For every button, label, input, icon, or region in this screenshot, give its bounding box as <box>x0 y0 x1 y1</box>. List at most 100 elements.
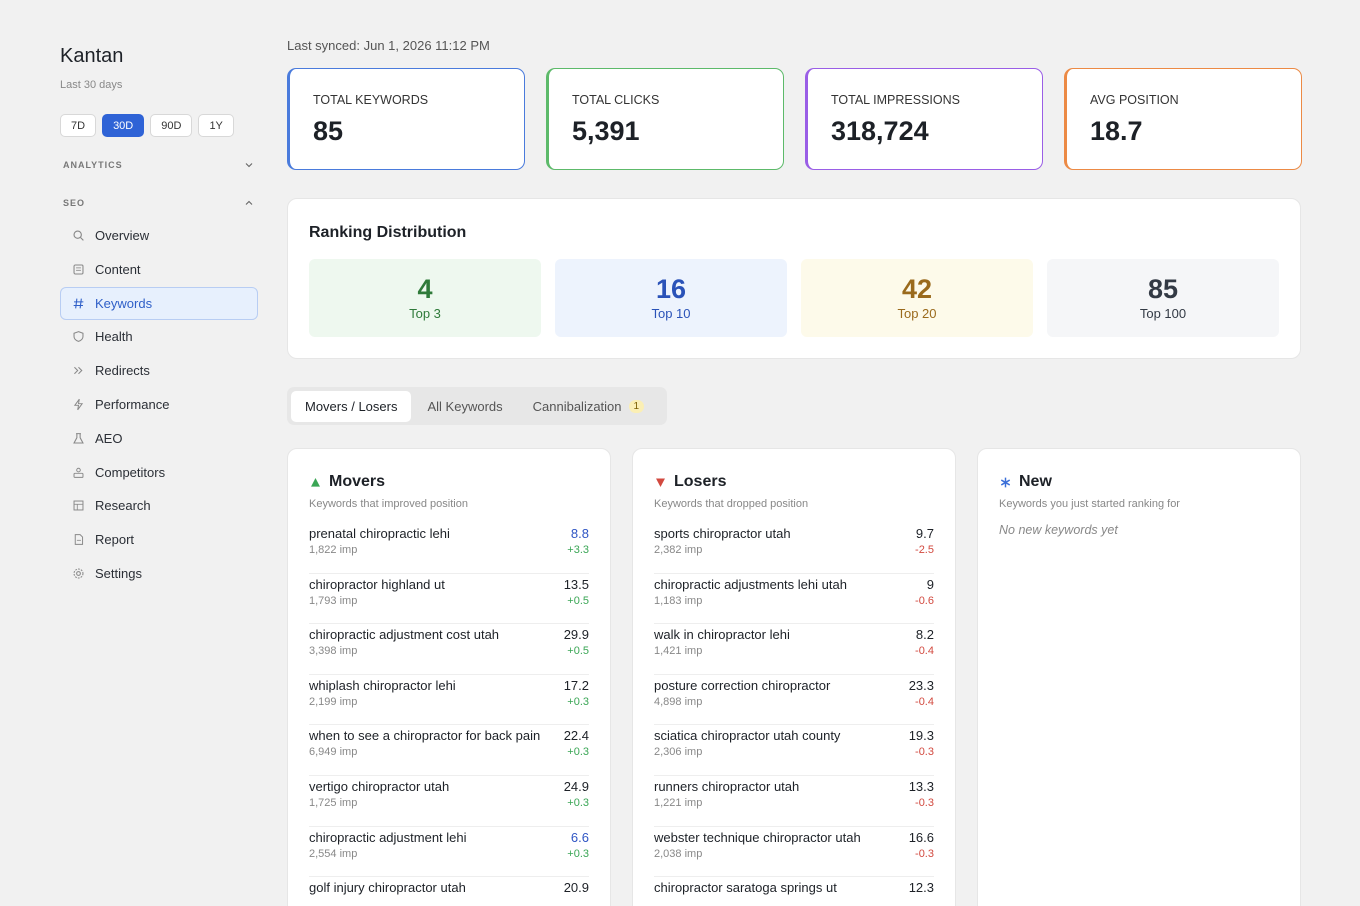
keyword-row[interactable]: chiropractic adjustment cost utah 3,398 i… <box>309 624 589 675</box>
nav-item[interactable]: Settings <box>60 557 258 590</box>
position: 17.2 <box>563 677 589 693</box>
keyword: chiropractic adjustment cost utah <box>309 627 500 643</box>
change: -0.3 <box>915 847 934 860</box>
position: 20.9 <box>563 880 589 896</box>
tab[interactable]: All Keywords <box>413 391 516 422</box>
change: -0.4 <box>915 695 934 708</box>
nav-section[interactable]: SEO <box>63 197 255 209</box>
impressions: 1,725 imp <box>309 796 358 809</box>
keyword-info: walk in chiropractor lehi 1,421 imp <box>654 627 790 674</box>
nav-icon <box>73 467 84 478</box>
keyword-row[interactable]: when to see a chiropractor for back pain… <box>309 725 589 776</box>
range-button[interactable]: 7D <box>60 114 97 137</box>
impressions: 1,183 imp <box>654 594 703 607</box>
position: 8.2 <box>915 627 934 643</box>
range-button[interactable]: 1Y <box>198 114 234 137</box>
change: -0.4 <box>915 645 934 658</box>
change: -0.6 <box>915 594 934 607</box>
impressions: 6,949 imp <box>309 746 358 759</box>
keyword-metrics: 8.2 -0.4 <box>915 627 934 674</box>
stat-card: TOTAL KEYWORDS 85 <box>287 68 525 170</box>
nav-item[interactable]: Content <box>60 253 258 286</box>
nav-label: AEO <box>95 430 123 446</box>
keyword-info: chiropractor saratoga springs ut <box>654 880 837 906</box>
keyword: prenatal chiropractic lehi <box>309 526 450 541</box>
nav-section[interactable]: ANALYTICS <box>63 159 255 171</box>
keyword-metrics: 6.6 +0.3 <box>567 830 589 877</box>
keyword-info: sciatica chiropractor utah county 2,306 i… <box>654 728 840 775</box>
bucket-label: Top 10 <box>651 306 691 321</box>
keyword-row[interactable]: chiropractic adjustments lehi utah 1,183 … <box>654 574 934 625</box>
keyword-row[interactable]: golf injury chiropractor utah 20.9 <box>309 877 589 906</box>
impressions: 1,421 imp <box>654 645 703 658</box>
keyword-row[interactable]: whiplash chiropractor lehi 2,199 imp 17.2 +… <box>309 675 589 726</box>
nav-icon <box>74 367 83 375</box>
stat-card: TOTAL CLICKS 5,391 <box>546 68 784 170</box>
section-label: SEO <box>63 198 86 208</box>
keyword-row[interactable]: vertigo chiropractor utah 1,725 imp 24.9 +0… <box>309 776 589 827</box>
keyword-metrics: 9.7 -2.5 <box>915 526 934 573</box>
stat-label: TOTAL IMPRESSIONS <box>831 93 960 107</box>
position: 8.8 <box>570 526 589 541</box>
range-subtitle: Last 30 days <box>60 79 123 91</box>
range-button[interactable]: 30D <box>102 114 145 137</box>
nav-icon <box>74 534 84 546</box>
keyword-row[interactable]: chiropractor highland ut 1,793 imp 13.5 +0.… <box>309 574 589 625</box>
nav-item[interactable]: Overview <box>60 219 258 252</box>
keyword-row[interactable]: sciatica chiropractor utah county 2,306 i… <box>654 725 934 776</box>
bucket-value: 85 <box>1147 274 1179 304</box>
nav-item[interactable]: Research <box>60 489 258 522</box>
position: 22.4 <box>563 728 589 744</box>
keyword-info: when to see a chiropractor for back pain… <box>309 728 540 775</box>
nav-label: Settings <box>95 566 142 581</box>
keyword-metrics: 13.5 +0.5 <box>564 577 589 624</box>
panel-subtitle: Keywords you just started ranking for <box>999 498 1180 510</box>
keyword: chiropractic adjustment lehi <box>309 829 467 845</box>
keyword-row[interactable]: webster technique chiropractor utah 2,038… <box>654 827 934 878</box>
keyword-panel: Movers Keywords that improved position pre… <box>287 448 611 906</box>
nav-item[interactable]: Competitors <box>60 456 258 489</box>
panel-title: Movers <box>329 473 386 490</box>
keyword-metrics: 8.8 +3.3 <box>567 526 589 573</box>
keyword-row[interactable]: walk in chiropractor lehi 1,421 imp 8.2 -0.… <box>654 624 934 675</box>
position: 19.3 <box>908 728 934 744</box>
keyword: when to see a chiropractor for back pain <box>309 728 541 744</box>
keyword-metrics: 24.9 +0.3 <box>564 779 589 826</box>
keyword-info: chiropractic adjustment cost utah 3,398 i… <box>309 627 499 674</box>
nav-item[interactable]: Health <box>60 320 258 353</box>
keyword-row[interactable]: posture correction chiropractor 4,898 imp… <box>654 675 934 726</box>
keyword-info: whiplash chiropractor lehi 2,199 imp <box>309 678 456 725</box>
position: 13.3 <box>908 778 934 794</box>
stat-label: TOTAL CLICKS <box>572 93 660 107</box>
tab[interactable]: Cannibalization 1 <box>519 391 658 422</box>
keyword-row[interactable]: chiropractor saratoga springs ut 12.3 <box>654 877 934 906</box>
keyword-info: sports chiropractor utah 2,382 imp <box>654 526 791 573</box>
change: +0.3 <box>567 695 589 708</box>
position: 9 <box>926 576 934 592</box>
keyword-row[interactable]: sports chiropractor utah 2,382 imp 9.7 -2.5 <box>654 523 934 574</box>
impressions: 2,199 imp <box>309 695 358 708</box>
bucket-value: 42 <box>901 274 933 304</box>
nav-item[interactable]: Performance <box>60 388 258 421</box>
change: +0.5 <box>567 645 589 658</box>
nav-item[interactable]: AEO <box>60 422 258 455</box>
nav-item[interactable]: Redirects <box>60 354 258 387</box>
nav-icon <box>73 331 84 343</box>
tabs: Movers / Losers All Keywords Cannibalizati… <box>287 387 667 425</box>
keyword-row[interactable]: runners chiropractor utah 1,221 imp 13.3 -0… <box>654 776 934 827</box>
keyword-row[interactable]: chiropractic adjustment lehi 2,554 imp 6.6… <box>309 827 589 878</box>
keyword: sports chiropractor utah <box>654 526 791 541</box>
nav-label: Content <box>95 261 141 277</box>
stat-label: TOTAL KEYWORDS <box>313 93 429 107</box>
keyword-panel: Losers Keywords that dropped position spor… <box>632 448 956 906</box>
keyword-metrics: 20.9 <box>564 880 589 906</box>
keyword: runners chiropractor utah <box>654 778 800 794</box>
panel-icon <box>311 477 320 487</box>
impressions: 1,221 imp <box>654 796 703 809</box>
range-button[interactable]: 90D <box>150 114 193 137</box>
keyword-metrics: 16.6 -0.3 <box>909 830 934 877</box>
tab[interactable]: Movers / Losers <box>291 390 412 422</box>
keyword-row[interactable]: prenatal chiropractic lehi 1,822 imp 8.8 +3… <box>309 523 589 574</box>
nav-item[interactable]: Keywords <box>60 286 258 320</box>
nav-item[interactable]: Report <box>60 523 258 556</box>
